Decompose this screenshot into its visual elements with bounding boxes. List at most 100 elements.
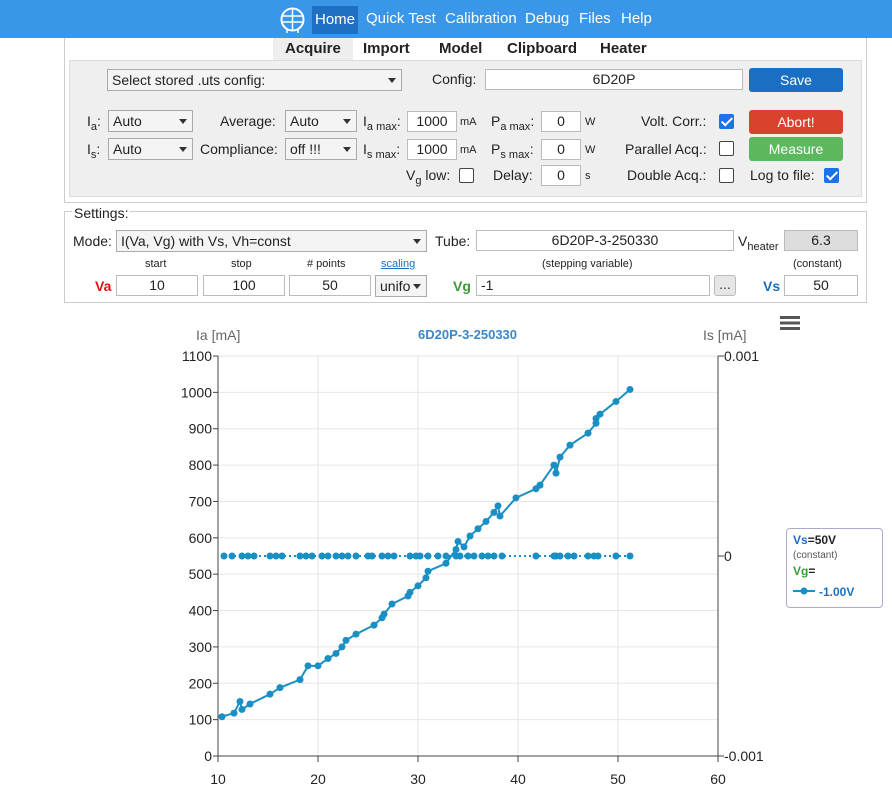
- volt-corr-checkbox[interactable]: [719, 114, 734, 129]
- data-point-is: [406, 552, 414, 560]
- data-point-ia: [304, 662, 312, 670]
- data-point-ia: [626, 385, 634, 393]
- data-point-ia: [566, 441, 574, 449]
- pamax-unit: W: [585, 116, 596, 128]
- data-point-ia: [490, 508, 498, 516]
- measure-button[interactable]: Measure: [749, 137, 843, 161]
- data-point-is: [390, 552, 398, 560]
- tube-label: Tube:: [435, 233, 471, 249]
- data-point-is: [434, 552, 442, 560]
- delay-input[interactable]: 0: [541, 165, 581, 186]
- tube-input[interactable]: 6D20P-3-250330: [476, 230, 734, 251]
- menu-icon[interactable]: [779, 315, 801, 331]
- nav-quick-test[interactable]: Quick Test: [366, 10, 436, 27]
- data-point-is: [332, 552, 340, 560]
- psmax-label: Ps max:: [491, 141, 534, 161]
- parallel-acq-label: Parallel Acq.:: [625, 141, 707, 157]
- data-point-is: [456, 552, 464, 560]
- is-label: Is:: [87, 141, 101, 161]
- compliance-select[interactable]: off !!!: [285, 138, 357, 160]
- constant-label: (constant): [793, 258, 842, 270]
- psmax-input[interactable]: 0: [541, 139, 581, 160]
- tab-clipboard[interactable]: Clipboard: [507, 40, 577, 57]
- nav-files[interactable]: Files: [579, 10, 611, 27]
- data-point-is: [478, 552, 486, 560]
- data-point-is: [368, 552, 376, 560]
- points-label: # points: [307, 258, 346, 270]
- legend-vg: Vg=: [793, 564, 816, 578]
- ismax-input[interactable]: 1000: [407, 139, 457, 160]
- data-point-ia: [512, 494, 520, 502]
- vg-more-button[interactable]: ...: [714, 275, 736, 296]
- data-point-ia: [556, 453, 564, 461]
- y-tick-label: 600: [189, 530, 213, 546]
- tab-model[interactable]: Model: [439, 40, 483, 57]
- data-point-ia: [460, 543, 468, 551]
- vg-low-checkbox[interactable]: [459, 168, 474, 183]
- stepping-variable-label: (stepping variable): [542, 258, 633, 270]
- save-button[interactable]: Save: [749, 68, 843, 92]
- x-tick-label: 50: [610, 771, 626, 787]
- legend-vs-note: (constant): [793, 550, 838, 561]
- va-start-input[interactable]: 10: [116, 275, 198, 296]
- va-points-input[interactable]: 50: [289, 275, 371, 296]
- nav-calibration[interactable]: Calibration: [445, 10, 517, 27]
- y-tick-label: 900: [189, 421, 213, 437]
- log-to-file-checkbox[interactable]: [824, 168, 839, 183]
- scaling-link[interactable]: scaling: [381, 258, 416, 270]
- y-tick-label: 0: [204, 748, 212, 764]
- tab-import[interactable]: Import: [363, 40, 410, 57]
- y-tick-label: 500: [189, 566, 213, 582]
- data-point-ia: [338, 643, 346, 651]
- delay-unit: s: [585, 170, 591, 182]
- data-point-is: [470, 552, 478, 560]
- pamax-input[interactable]: 0: [541, 111, 581, 132]
- data-point-is: [490, 552, 498, 560]
- average-select[interactable]: Auto: [285, 110, 357, 132]
- double-acq-checkbox[interactable]: [719, 168, 734, 183]
- data-point-ia: [496, 512, 504, 520]
- start-label: start: [145, 258, 167, 270]
- data-point-ia: [370, 621, 378, 629]
- iamax-label: Ia max:: [363, 113, 401, 133]
- data-point-ia: [452, 545, 460, 553]
- nav-help[interactable]: Help: [621, 10, 652, 27]
- legend-series-label[interactable]: -1.00V: [819, 585, 855, 599]
- config-input[interactable]: 6D20P: [485, 69, 743, 90]
- data-point-is: [244, 552, 252, 560]
- data-point-ia: [536, 481, 544, 489]
- ia-label: Ia:: [87, 113, 101, 133]
- data-point-ia: [236, 697, 244, 705]
- ia-range-select[interactable]: Auto: [108, 110, 193, 132]
- parallel-acq-checkbox[interactable]: [719, 141, 734, 156]
- nav-debug[interactable]: Debug: [525, 10, 570, 27]
- y-tick-label: 200: [189, 675, 213, 691]
- iamax-input[interactable]: 1000: [407, 111, 457, 132]
- vs-input[interactable]: 50: [784, 275, 858, 296]
- data-point-ia: [352, 630, 360, 638]
- chevron-down-icon: [413, 239, 421, 244]
- x-tick-label: 10: [210, 771, 226, 787]
- data-point-ia: [422, 574, 430, 582]
- vg-input[interactable]: -1: [476, 275, 710, 296]
- scaling-select[interactable]: unifo: [375, 275, 427, 297]
- y-tick-label: 400: [189, 603, 213, 619]
- is-range-select[interactable]: Auto: [108, 138, 193, 160]
- data-point-ia: [332, 649, 340, 657]
- abort-button[interactable]: Abort!: [749, 110, 843, 134]
- tab-heater[interactable]: Heater: [600, 40, 647, 57]
- data-point-ia: [494, 502, 502, 510]
- chevron-down-icon: [413, 284, 421, 289]
- tube-logo-icon[interactable]: [279, 6, 306, 33]
- vheater-value: 6.3: [784, 230, 858, 251]
- data-point-ia: [324, 655, 332, 663]
- stored-config-select[interactable]: Select stored .uts config:: [107, 69, 402, 91]
- mode-select[interactable]: I(Va, Vg) with Vs, Vh=const: [116, 230, 427, 252]
- tab-acquire[interactable]: Acquire: [273, 38, 353, 60]
- nav-home[interactable]: Home: [312, 6, 359, 34]
- va-stop-input[interactable]: 100: [203, 275, 285, 296]
- data-point-is: [498, 552, 506, 560]
- settings-panel: [64, 211, 867, 303]
- data-point-is: [564, 552, 572, 560]
